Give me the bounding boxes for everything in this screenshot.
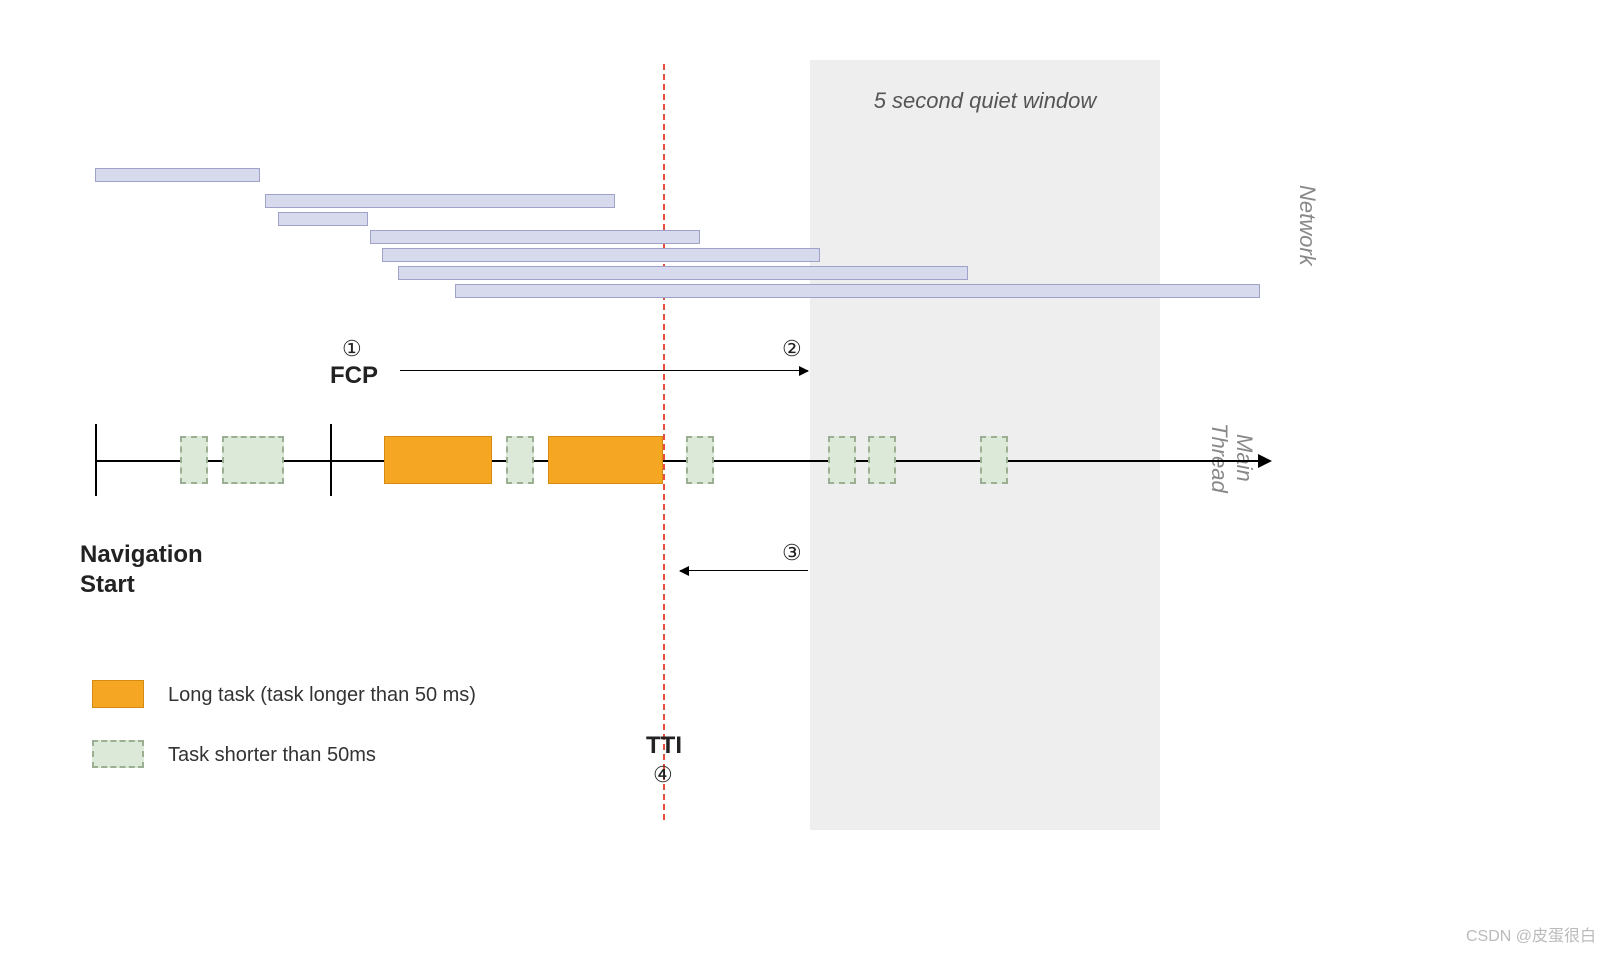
task-short <box>180 436 208 484</box>
main-thread-side-label-text: Main Thread <box>1207 423 1258 493</box>
main-axis-arrowhead <box>1258 454 1272 468</box>
task-short <box>828 436 856 484</box>
arrow-back-from-quiet <box>680 570 808 571</box>
legend-text-short: Task shorter than 50ms <box>168 744 376 767</box>
task-short <box>506 436 534 484</box>
network-bar <box>95 168 260 182</box>
legend-text-long: Long task (task longer than 50 ms) <box>168 684 476 707</box>
main-thread-side-label: Main Thread <box>1156 423 1308 493</box>
task-short <box>980 436 1008 484</box>
tti-label: TTI <box>644 732 684 760</box>
network-side-label: Network <box>1294 185 1320 266</box>
legend-swatch-long <box>92 680 144 708</box>
network-bar <box>265 194 615 208</box>
marker-4: ④ <box>653 762 673 788</box>
marker-1: ① <box>342 336 362 362</box>
legend-swatch-short <box>92 740 144 768</box>
diagram-stage: 5 second quiet window Network Main Threa… <box>0 0 1614 960</box>
network-bar <box>382 248 820 262</box>
marker-3: ③ <box>782 540 802 566</box>
task-short <box>222 436 284 484</box>
quiet-window-label: 5 second quiet window <box>860 88 1110 114</box>
tti-dashed-line <box>663 64 665 820</box>
axis-tick-fcp <box>330 424 332 496</box>
navigation-start-label: Navigation Start <box>80 540 203 600</box>
network-bar <box>455 284 1260 298</box>
arrow-fcp-to-quiet <box>400 370 808 371</box>
task-long <box>548 436 663 484</box>
watermark: CSDN @皮蛋很白 <box>1466 922 1596 946</box>
network-bar <box>370 230 700 244</box>
task-short <box>686 436 714 484</box>
network-bar <box>398 266 968 280</box>
task-short <box>868 436 896 484</box>
network-bar <box>278 212 368 226</box>
axis-tick-navstart <box>95 424 97 496</box>
fcp-label: FCP <box>330 362 378 390</box>
marker-2: ② <box>782 336 802 362</box>
task-long <box>384 436 492 484</box>
